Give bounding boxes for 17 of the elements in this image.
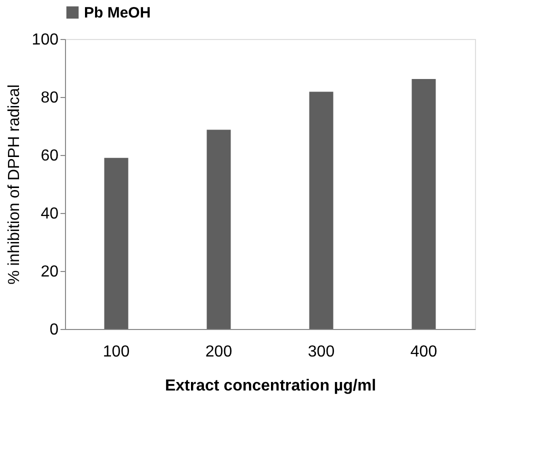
y-tick-label: 40 (40, 206, 59, 222)
x-tick-label: 100 (102, 344, 130, 360)
x-tick-label: 400 (410, 344, 438, 360)
y-tick-label: 60 (40, 148, 59, 164)
y-axis-title: % inhibition of DPPH radical (6, 84, 23, 285)
x-tick-label: 300 (308, 344, 335, 360)
bar (412, 79, 436, 329)
y-tick-label: 100 (32, 32, 59, 48)
x-tick-label: 200 (205, 344, 232, 360)
bar (309, 92, 334, 329)
y-tick-label: 0 (50, 322, 59, 338)
x-axis-title: Extract concentration µg/ml (164, 378, 376, 394)
y-tick-label: 20 (40, 264, 59, 280)
y-tick-label: 80 (40, 90, 59, 106)
bar (206, 130, 231, 329)
bar (104, 158, 128, 329)
legend-label: Pb MeOH (84, 4, 151, 22)
